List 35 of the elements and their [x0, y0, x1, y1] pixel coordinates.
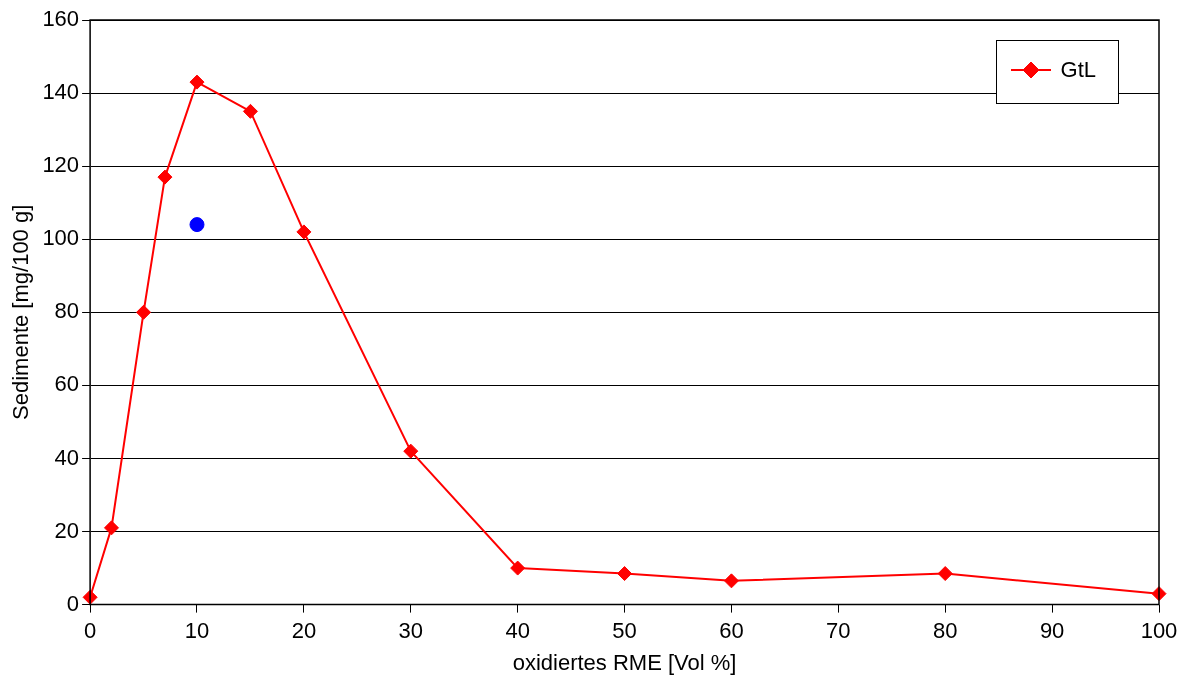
- point: [723, 573, 739, 589]
- x-tick-label: 60: [719, 617, 744, 643]
- x-tick-label: 30: [398, 617, 424, 643]
- x-tick-label: 10: [184, 617, 210, 643]
- y-tick-label: 160: [42, 6, 80, 32]
- x-tick-label: 80: [932, 617, 958, 643]
- x-tick-label: 100: [1140, 617, 1178, 643]
- y-axis-title: Sedimente [mg/100 g]: [8, 204, 34, 420]
- x-tick-label: 0: [83, 617, 97, 643]
- y-tick-label: 0: [66, 590, 80, 616]
- y-tick-label: 60: [54, 371, 80, 397]
- legend-label: GtL: [1060, 57, 1096, 83]
- x-axis-title: oxidiertes RME [Vol %]: [512, 649, 737, 675]
- x-tick-label: 90: [1039, 617, 1065, 643]
- point: [189, 74, 205, 90]
- y-tick-label: 100: [42, 225, 80, 251]
- x-tick-label: 50: [612, 617, 637, 643]
- point: [296, 224, 312, 240]
- x-tick-label: 20: [291, 617, 317, 643]
- y-tick-label: 40: [54, 444, 80, 470]
- point: [103, 520, 119, 536]
- point: [937, 566, 953, 582]
- y-tick-label: 140: [42, 79, 80, 105]
- x-tick-label: 70: [826, 617, 851, 643]
- point: [136, 304, 152, 320]
- y-tick-label: 20: [54, 517, 80, 543]
- point: [242, 103, 258, 119]
- x-tick-label: 40: [505, 617, 530, 643]
- point: [617, 566, 633, 582]
- point: [189, 217, 205, 233]
- y-tick-label: 120: [42, 152, 80, 178]
- point: [403, 443, 419, 459]
- y-tick-label: 80: [54, 298, 80, 324]
- point: [157, 169, 173, 185]
- point: [510, 560, 526, 576]
